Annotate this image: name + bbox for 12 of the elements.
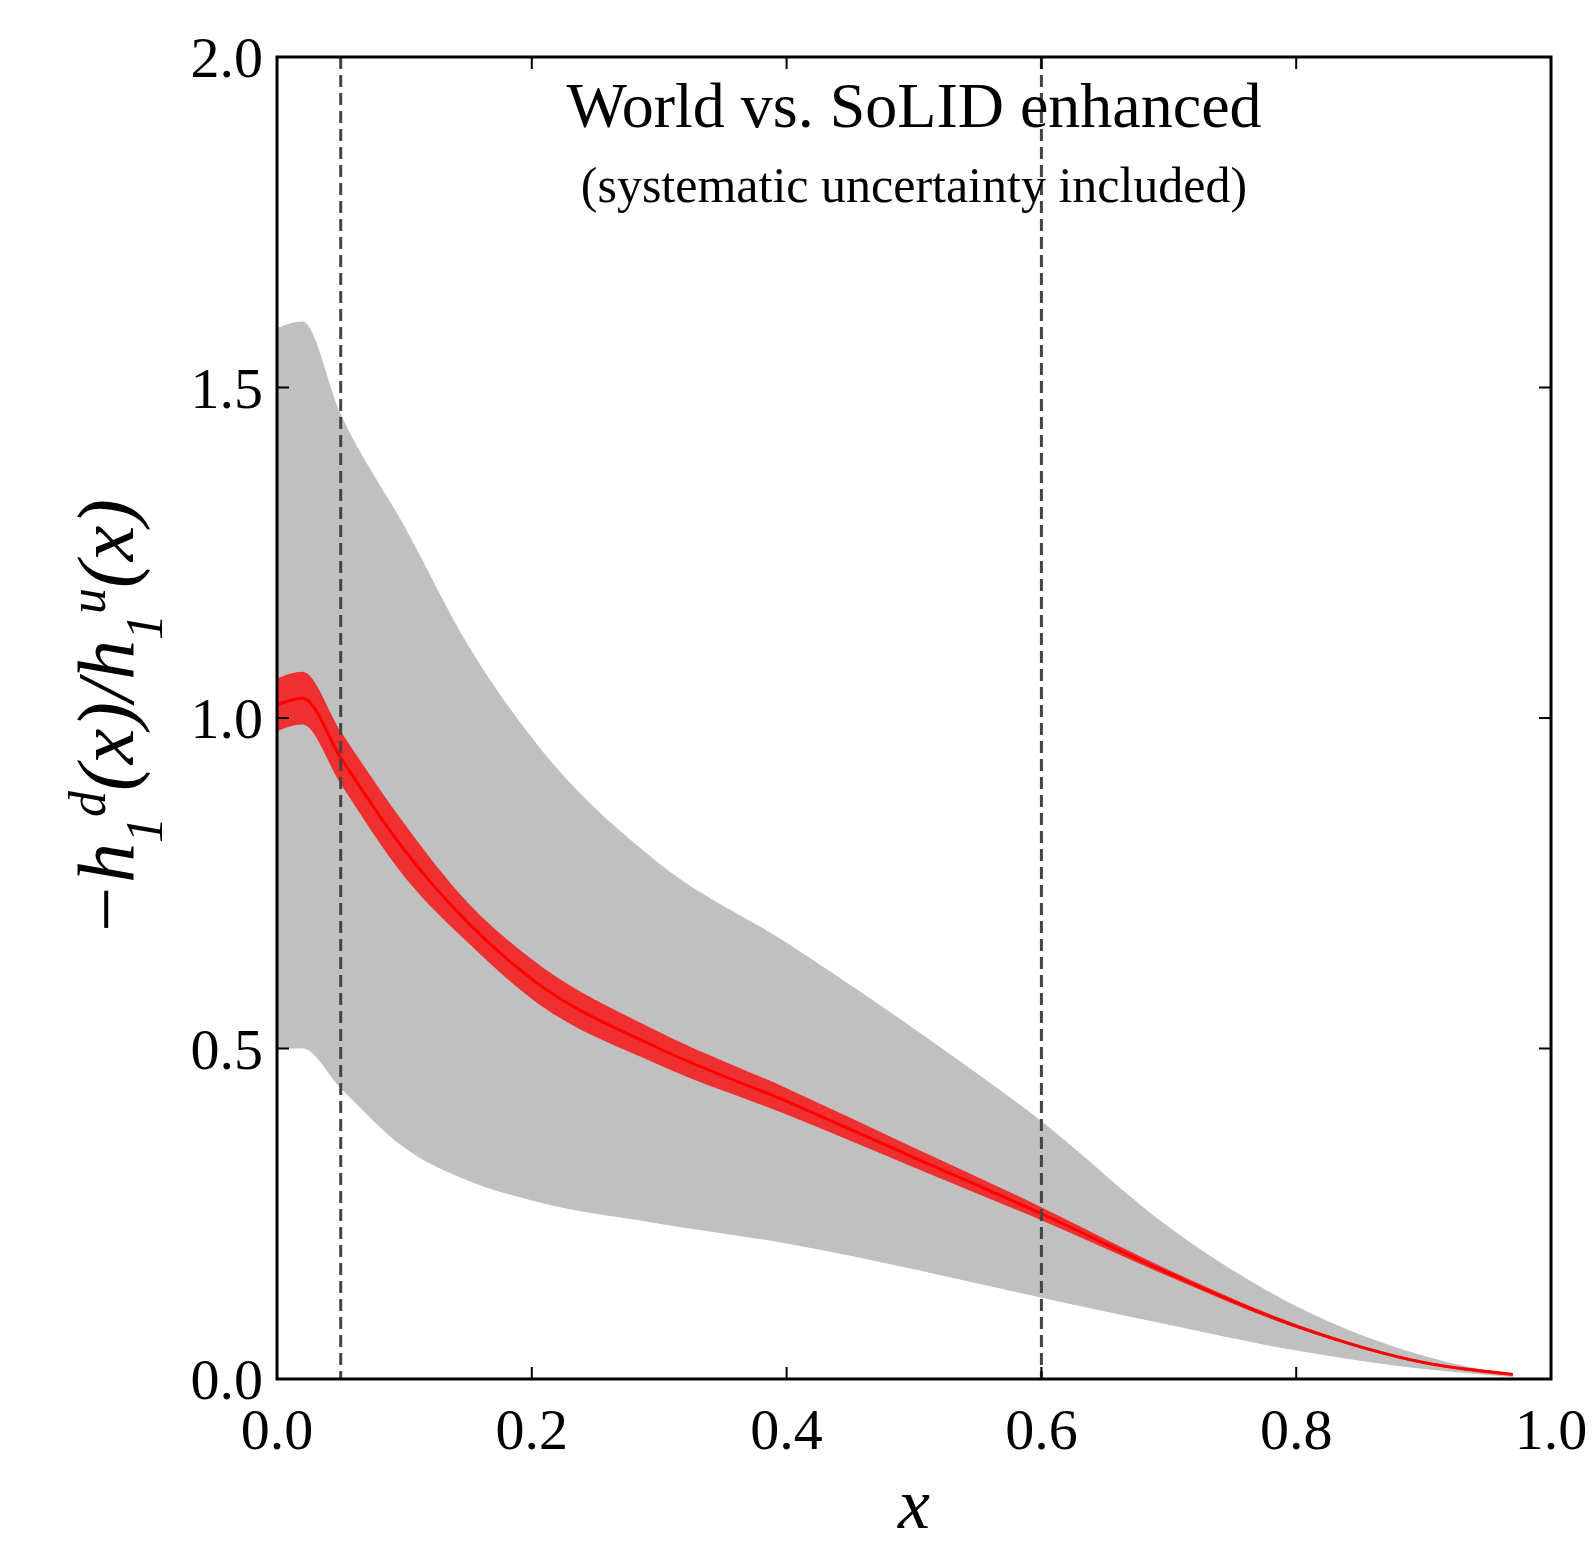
x-tick-label: 0.4	[750, 1397, 823, 1462]
chart-title: World vs. SoLID enhanced	[566, 70, 1262, 141]
x-tick-label: 0.2	[495, 1397, 569, 1462]
y-tick-label: 2.0	[190, 25, 263, 90]
text: (systematic uncertainty included)	[580, 157, 1248, 213]
y-tick-label: 0.5	[190, 1016, 263, 1082]
x-tick-label: 0.6	[1005, 1397, 1078, 1462]
y-tick-label: 1.5	[190, 355, 263, 421]
x-tick-label: 0.8	[1259, 1397, 1333, 1462]
x-tick-label: 1.0	[1514, 1397, 1588, 1462]
y-tick-label: 1.0	[190, 686, 263, 751]
x-axis-title: x	[897, 1464, 931, 1544]
